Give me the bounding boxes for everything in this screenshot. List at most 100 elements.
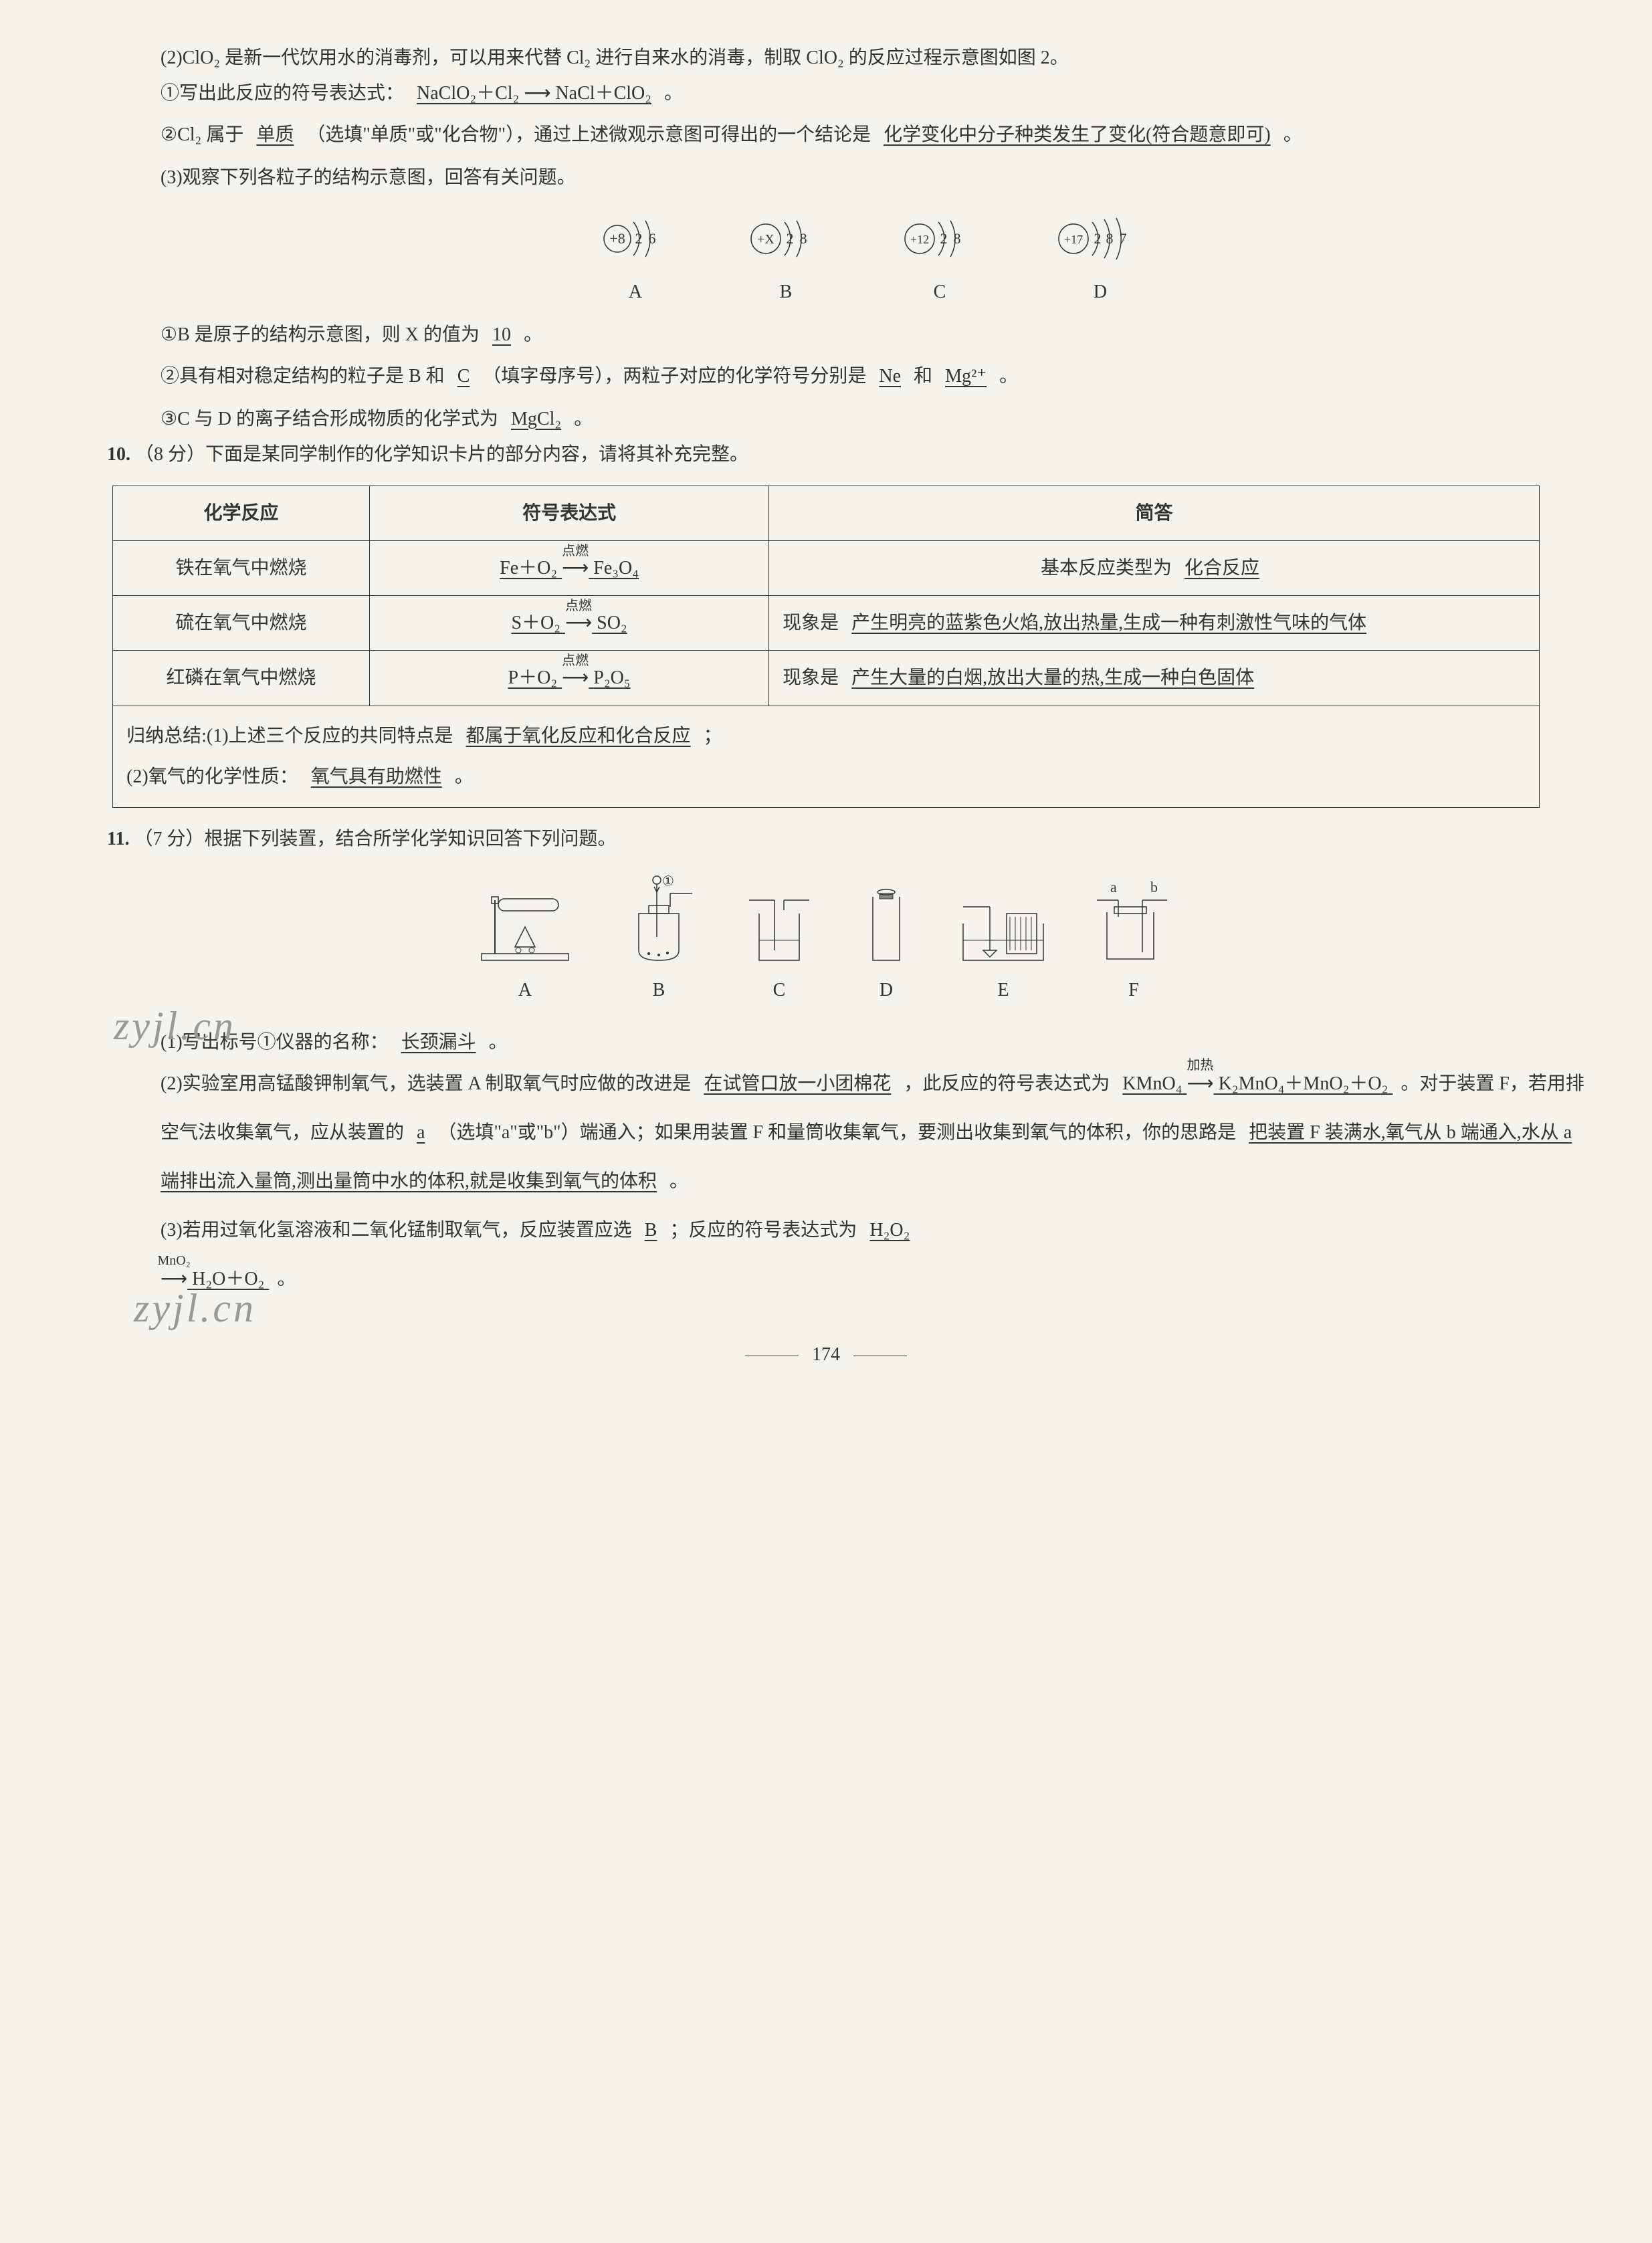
q2-sub2-end: 。 (1283, 124, 1302, 145)
q11-intro-line: 11. （7 分）根据下列装置，结合所学化学知识回答下列问题。 (67, 821, 1585, 857)
summary-cell: 归纳总结:(1)上述三个反应的共同特点是 都属于氧化反应和化合反应 ； (2)氧… (113, 706, 1540, 807)
apparatus-e-label: E (997, 972, 1009, 1008)
apparatus-b: ① B (615, 873, 702, 1008)
q11-sub2-b: ，此反应的符号表达式为 (904, 1073, 1110, 1094)
atom-b: +X 2 8 B (746, 209, 826, 310)
apparatus-d-label: D (880, 972, 893, 1008)
row0-eq-pre: Fe＋O₂ (500, 558, 557, 578)
svg-text:①: ① (662, 874, 674, 889)
row0-reaction: 铁在氧气中燃烧 (113, 541, 370, 596)
q2-sub2-ans1: 单质 (248, 124, 302, 145)
q11-sub2-a: (2)实验室用高锰酸钾制氧气，选装置 A 制取氧气时应做的改进是 (161, 1073, 691, 1094)
q11-sub1: (1)写出标号①仪器的名称： 长颈漏斗 。 (161, 1025, 1585, 1060)
q11-sub3-eq-pre: H₂O₂ (869, 1220, 910, 1241)
q3-sub3-end: 。 (574, 409, 593, 429)
question-2: (2)ClO₂ 是新一代饮用水的消毒剂，可以用来代替 Cl₂ 进行自来水的消毒，… (67, 40, 1585, 160)
atom-diagram-row: +8 2 6 A +X 2 8 B +12 (161, 209, 1585, 310)
atom-a-svg: +8 2 6 (599, 209, 672, 269)
q2-intro: (2)ClO₂ 是新一代饮用水的消毒剂，可以用来代替 Cl₂ 进行自来水的消毒，… (161, 40, 1585, 76)
atom-c-label: C (934, 274, 946, 310)
row1-eq-pre: S＋O₂ (511, 613, 560, 633)
q11-sub2-eq-post: K₂MnO₄＋MnO₂＋O₂ (1219, 1073, 1388, 1094)
page-number: 174 (67, 1337, 1585, 1372)
svg-text:2: 2 (940, 230, 948, 247)
apparatus-a: A (475, 873, 575, 1008)
atom-b-svg: +X 2 8 (746, 209, 826, 269)
atom-d-svg: +17 2 8 7 (1053, 209, 1147, 269)
atom-a: +8 2 6 A (599, 209, 672, 310)
atom-a-label: A (629, 274, 642, 310)
q11-sub2-ans1: 在试管口放一小团棉花 (696, 1073, 899, 1094)
question-3: (3)观察下列各粒子的结构示意图，回答有关问题。 +8 2 6 A +X 2 8 (67, 160, 1585, 437)
q3-sub3-a: ③C 与 D 的离子结合形成物质的化学式为 (161, 409, 498, 429)
q3-sub1-ans: 10 (484, 324, 519, 345)
svg-text:8: 8 (954, 230, 961, 247)
row2-eq-pre: P＋O₂ (508, 667, 558, 688)
summary1-ans: 都属于氧化反应和化合反应 (458, 726, 699, 746)
table-header-row: 化学反应 符号表达式 简答 (113, 486, 1540, 540)
watermark-text-2: zyjl.cn (134, 1270, 256, 1346)
row0-desc-prefix: 基本反应类型为 (1041, 558, 1172, 578)
q11-sub3-end: 。 (277, 1269, 296, 1289)
apparatus-f: a b F (1090, 873, 1177, 1008)
apparatus-c: C (742, 873, 816, 1008)
q10-number: 10. (107, 444, 130, 465)
q3-sub1-end: 。 (524, 324, 542, 345)
q3-sub1-a: ①B 是原子的结构示意图，则 X 的值为 (161, 324, 480, 345)
q11-sub2-ans2: a (409, 1122, 433, 1143)
svg-text:a: a (1110, 879, 1117, 895)
q11-sub3: (3)若用过氧化氢溶液和二氧化锰制取氧气，反应装置应选 B ；反应的符号表达式为… (161, 1206, 1585, 1304)
table-summary-row: 归纳总结:(1)上述三个反应的共同特点是 都属于氧化反应和化合反应 ； (2)氧… (113, 706, 1540, 807)
q2-sub1-prompt: ①写出此反应的符号表达式： (161, 83, 404, 104)
q10-intro: （8 分）下面是某同学制作的化学知识卡片的部分内容，请将其补充完整。 (135, 444, 748, 465)
row0-desc-answer: 化合反应 (1176, 558, 1267, 578)
table-row: 硫在氧气中燃烧 S＋O₂ 点燃⟶ SO₂ 现象是 产生明亮的蓝紫色火焰,放出热量… (113, 596, 1540, 651)
q3-sub2: ②具有相对稳定结构的粒子是 B 和 C （填字母序号），两粒子对应的化学符号分别… (161, 352, 1585, 401)
apparatus-c-label: C (773, 972, 786, 1008)
q11-sub2-eq-pre: KMnO₄ (1122, 1073, 1182, 1094)
q11-sub2-eq-cond: 加热 (1187, 1048, 1214, 1083)
header-reaction: 化学反应 (113, 486, 370, 540)
q10-table: 化学反应 符号表达式 简答 铁在氧气中燃烧 Fe＋O₂ 点燃⟶ Fe₃O₄ 基本… (112, 486, 1540, 808)
q3-sub3-ans: MgCl₂ (503, 409, 569, 429)
q11-sub1-ans: 长颈漏斗 (393, 1032, 484, 1053)
apparatus-e: E (956, 873, 1050, 1008)
q2-sub2: ②Cl₂ 属于 单质 （选填"单质"或"化合物"），通过上述微观示意图可得出的一… (161, 111, 1585, 160)
header-desc: 简答 (769, 486, 1540, 540)
svg-text:8: 8 (1106, 230, 1114, 247)
row2-eq-cond: 点燃 (562, 648, 589, 673)
row2-eq-post: P₂O₅ (593, 667, 630, 688)
q11-sub1-end: 。 (489, 1032, 508, 1053)
question-10: 10. （8 分）下面是某同学制作的化学知识卡片的部分内容，请将其补充完整。 化… (67, 437, 1585, 808)
q3-sub2-c: 和 (914, 366, 932, 387)
svg-text:6: 6 (649, 230, 656, 247)
header-equation: 符号表达式 (369, 486, 768, 540)
q11-sub3-ans1: B (637, 1220, 665, 1241)
svg-text:2: 2 (635, 230, 643, 247)
summary2-ans: 氧气具有助燃性 (303, 766, 450, 787)
apparatus-b-label: B (653, 972, 665, 1008)
q3-sub2-b: （填字母序号），两粒子对应的化学符号分别是 (482, 366, 866, 387)
apparatus-f-svg: a b (1090, 873, 1177, 967)
row1-desc-prefix: 现象是 (783, 613, 839, 633)
q11-intro: （7 分）根据下列装置，结合所学化学知识回答下列问题。 (134, 829, 616, 849)
summary1-end: ； (704, 726, 722, 746)
row2-equation: P＋O₂ 点燃⟶ P₂O₅ (369, 651, 768, 706)
svg-text:+8: +8 (609, 230, 625, 247)
q2-sub1-answer: NaClO₂＋Cl₂ ⟶ NaCl＋ClO₂ (409, 83, 659, 104)
q3-sub2-end: 。 (999, 366, 1018, 387)
svg-text:2: 2 (1094, 230, 1102, 247)
apparatus-a-label: A (518, 972, 532, 1008)
row1-eq-cond: 点燃 (565, 593, 592, 619)
q3-sub2-ans1: C (449, 366, 478, 387)
q3-sub2-ans2: Ne (871, 366, 909, 387)
q11-body: zyjl.cn (1)写出标号①仪器的名称： 长颈漏斗 。 (2)实验室用高锰酸… (67, 1025, 1585, 1303)
q11-sub2: (2)实验室用高锰酸钾制氧气，选装置 A 制取氧气时应做的改进是 在试管口放一小… (161, 1060, 1585, 1206)
summary2-a: (2)氧气的化学性质： (126, 766, 298, 787)
apparatus-d-svg (856, 873, 916, 967)
row2-desc-answer: 产生大量的白烟,放出大量的热,生成一种白色固体 (843, 667, 1262, 688)
row0-desc: 基本反应类型为 化合反应 (769, 541, 1540, 596)
apparatus-f-label: F (1128, 972, 1139, 1008)
svg-text:2: 2 (787, 230, 794, 247)
apparatus-a-svg (475, 873, 575, 967)
